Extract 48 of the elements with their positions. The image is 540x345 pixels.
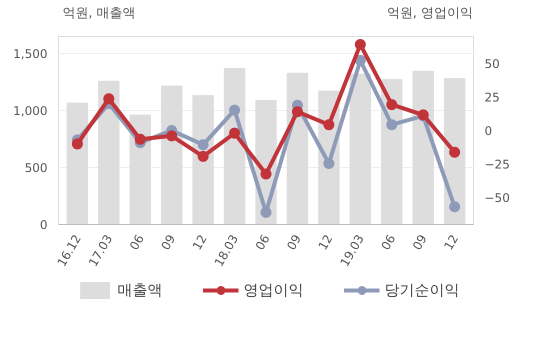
point [260, 206, 272, 218]
x-tick-label: 06 [126, 232, 147, 252]
bar [66, 102, 88, 224]
point [198, 150, 209, 162]
x-tick-label: 06 [252, 232, 272, 252]
y2-tick-label: −25 [484, 158, 510, 172]
point [229, 128, 240, 139]
point [386, 99, 398, 110]
point [354, 54, 366, 66]
bar [350, 74, 372, 224]
y2-tick-label: −50 [484, 191, 510, 206]
x-tick-label: 09 [158, 232, 178, 252]
x-tick-label: 12 [441, 232, 462, 252]
point [103, 93, 114, 104]
x-tick-label: 09 [410, 232, 430, 252]
point [386, 119, 398, 130]
point [134, 134, 146, 145]
point [323, 119, 334, 130]
y-tick-label: 1,500 [13, 47, 48, 62]
bar [160, 86, 182, 224]
x-tick-label: 06 [378, 232, 398, 252]
point [449, 201, 460, 212]
y-tick-label: 500 [24, 161, 48, 176]
point [166, 130, 178, 142]
point [323, 158, 334, 170]
bar [412, 70, 434, 224]
point [354, 39, 366, 50]
point [198, 139, 209, 150]
point [229, 104, 240, 116]
legend-label: 매출액 [118, 280, 162, 300]
legend-label: 당기순이익 [384, 280, 460, 300]
point [292, 106, 303, 118]
y2-tick-label: 50 [484, 56, 500, 71]
y-tick-label: 0 [40, 218, 48, 232]
point [72, 138, 83, 150]
y2-tick-label: 0 [484, 124, 492, 138]
x-tick-label: 09 [284, 232, 304, 252]
point [260, 168, 272, 180]
point [449, 146, 460, 158]
x-tick-label: 12 [316, 232, 336, 252]
bar [98, 80, 120, 224]
y-axis-title: 억원, 매출액 [62, 6, 136, 21]
y-tick-label: 1,000 [13, 104, 48, 118]
legend-label: 영업이익 [244, 280, 304, 300]
y2-tick-label: 25 [484, 90, 500, 104]
y2-axis-title: 억원, 영업이익 [386, 6, 474, 21]
bar [130, 114, 151, 224]
x-tick-label: 12 [190, 232, 210, 252]
